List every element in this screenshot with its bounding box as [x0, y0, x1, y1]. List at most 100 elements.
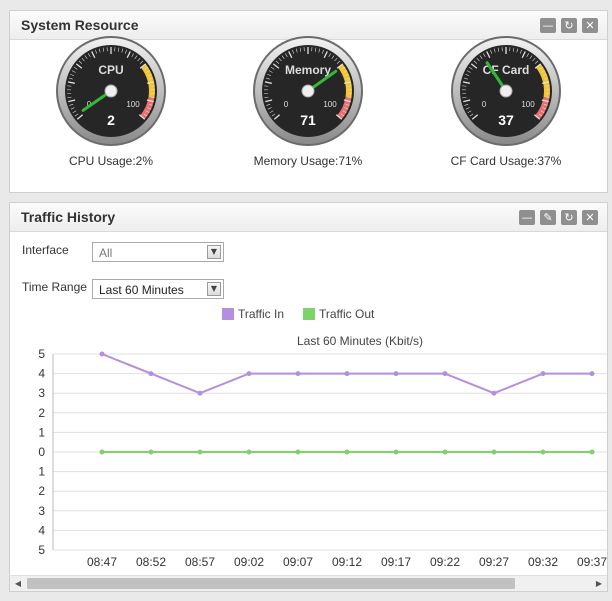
- interface-label: Interface: [22, 243, 69, 257]
- gauge-tick: [98, 48, 101, 53]
- gauge-tick: [544, 77, 549, 80]
- memory-usage-label: Memory Usage:71%: [253, 154, 363, 168]
- traffic-history-panel: Traffic History — ✎ ↻ ✕: [9, 202, 608, 592]
- traffic-history-header: Traffic History — ✎ ↻ ✕: [10, 203, 607, 232]
- gauge-tick: [91, 51, 96, 59]
- gauge-tick: [271, 113, 276, 117]
- chevron-down-icon[interactable]: ▼: [207, 282, 221, 296]
- gauge-tick: [72, 110, 77, 113]
- gauge-tick: [516, 48, 519, 53]
- gauge-tick: [469, 113, 474, 117]
- gauge-tick: [343, 70, 348, 73]
- minimize-icon[interactable]: —: [519, 210, 535, 225]
- gauge-tick: [543, 103, 548, 106]
- gauge-tick: [272, 63, 280, 69]
- scroll-left-icon[interactable]: ◀: [14, 579, 22, 588]
- system-resource-tools: — ↻ ✕: [540, 18, 598, 33]
- time-range-select[interactable]: Last 60 Minutes ▼: [92, 279, 224, 299]
- cf-card-gauge: CF Card 0 100 37 CF Card Usage:37%: [406, 35, 606, 168]
- traffic-history-title: Traffic History: [21, 209, 116, 225]
- edit-icon[interactable]: ✎: [540, 210, 556, 225]
- gauge-tick: [147, 73, 152, 77]
- scroll-right-icon[interactable]: ▶: [595, 579, 603, 588]
- gauge-tick: [150, 96, 155, 99]
- gauge-tick: [534, 63, 542, 69]
- refresh-icon[interactable]: ↻: [561, 210, 577, 225]
- gauge-hub: [499, 84, 513, 98]
- gauge-tick: [479, 55, 483, 59]
- gauge-name: CPU: [98, 63, 123, 77]
- gauge-tick: [292, 49, 295, 54]
- gauge-tick: [341, 66, 346, 70]
- legend-traffic-out-label: Traffic Out: [319, 307, 375, 321]
- gauge-tick: [321, 49, 324, 54]
- gauge-tick: [295, 48, 298, 53]
- gauge-hub: [301, 84, 315, 98]
- gauge-hub: [104, 84, 118, 98]
- gauge-tick: [264, 96, 269, 99]
- gauge-tick: [70, 73, 75, 77]
- close-icon[interactable]: ✕: [582, 210, 598, 225]
- gauge-tick: [131, 53, 135, 57]
- gauge-tick: [318, 48, 321, 53]
- minimize-icon[interactable]: —: [540, 18, 556, 33]
- gauge-tick: [121, 48, 124, 53]
- gauge-tick: [126, 51, 131, 59]
- interface-select[interactable]: All ▼: [92, 242, 224, 262]
- gauge-tick: [78, 60, 83, 64]
- gauge-tick: [74, 113, 79, 117]
- gauge-tick: [336, 60, 341, 64]
- gauge-tick: [482, 53, 486, 57]
- gauge-tick: [84, 55, 88, 59]
- traffic-history-tools: — ✎ ↻ ✕: [519, 210, 598, 225]
- gauge-tick: [139, 60, 144, 64]
- gauge-tick: [331, 55, 335, 59]
- gauge-value: 71: [300, 112, 316, 128]
- close-icon[interactable]: ✕: [582, 18, 598, 33]
- gauge-tick: [345, 103, 350, 106]
- gauge-tick: [146, 99, 154, 103]
- memory-gauge: Memory 0 100 71 Memory Usage:71%: [208, 35, 408, 168]
- gauge-tick: [533, 114, 541, 120]
- gauge-tick: [539, 66, 544, 70]
- horizontal-scrollbar[interactable]: ◀ ▶: [10, 575, 607, 591]
- gauge-tick: [466, 70, 471, 73]
- gauge-scale-max: 100: [323, 100, 337, 109]
- gauge-tick: [336, 63, 344, 69]
- gauge-tick: [138, 114, 146, 120]
- gauge-tick: [464, 103, 469, 106]
- gauge-value: 37: [498, 112, 514, 128]
- gauge-tick: [538, 113, 543, 117]
- gauge-tick: [521, 51, 526, 59]
- gauge-tick: [273, 114, 281, 120]
- refresh-icon[interactable]: ↻: [561, 18, 577, 33]
- gauge-tick: [342, 110, 347, 113]
- gauge-tick: [137, 57, 141, 62]
- gauge-tick: [497, 47, 500, 52]
- gauge-tick: [67, 81, 75, 84]
- gauge-tick: [288, 51, 293, 59]
- gauge-tick: [314, 47, 317, 52]
- gauge-tick: [526, 53, 530, 57]
- gauge-tick: [68, 77, 73, 80]
- legend-traffic-in[interactable]: Traffic In: [222, 307, 284, 321]
- gauge-tick: [143, 113, 148, 117]
- gauge-tick: [542, 73, 547, 77]
- gauge-tick: [265, 99, 273, 103]
- gauge-tick: [75, 63, 83, 69]
- gauge-tick: [144, 66, 149, 70]
- gauge-tick: [264, 81, 272, 84]
- gauge-tick: [335, 114, 343, 120]
- gauge-tick: [542, 107, 547, 110]
- gauge-tick: [462, 81, 470, 84]
- gauge-warning-band: [140, 63, 155, 98]
- gauge-scale-max: 100: [126, 100, 140, 109]
- gauge-tick: [471, 114, 479, 120]
- legend-traffic-out[interactable]: Traffic Out: [303, 307, 374, 321]
- cpu-usage-label: CPU Usage:2%: [68, 154, 154, 168]
- chevron-down-icon[interactable]: ▼: [207, 245, 221, 259]
- scrollbar-thumb[interactable]: [27, 578, 515, 589]
- legend-traffic-out-swatch: [303, 308, 315, 320]
- gauge-scale-min: 0: [284, 100, 289, 109]
